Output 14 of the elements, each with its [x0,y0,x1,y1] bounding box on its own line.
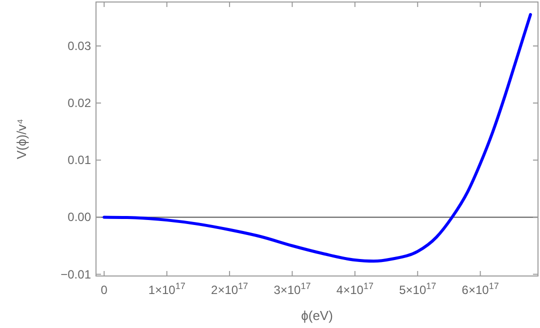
x-tick-label: 0 [100,283,108,297]
y-tick-label: 0.01 [68,153,92,168]
x-tick-label: 3×10$^{17}$ [274,281,311,297]
x-tick-label: 6×10$^{17}$ [462,281,499,297]
x-tick-label: 1×10$^{17}$ [148,281,186,297]
y-axis-title: V(ϕ)/v⁴ [14,118,29,160]
y-tick-label: 0.02 [68,96,92,110]
y-tick-label: −0.01 [60,267,92,282]
x-tick-label: 4×10$^{17}$ [336,281,374,297]
y-tick-label: 0.03 [68,38,92,53]
x-tick-label: 2×10$^{17}$ [211,281,248,297]
x-axis-title: ϕ(eV) [301,308,333,323]
x-tick-label: 5×10$^{17}$ [399,281,436,297]
y-tick-label: 0.00 [68,210,92,224]
